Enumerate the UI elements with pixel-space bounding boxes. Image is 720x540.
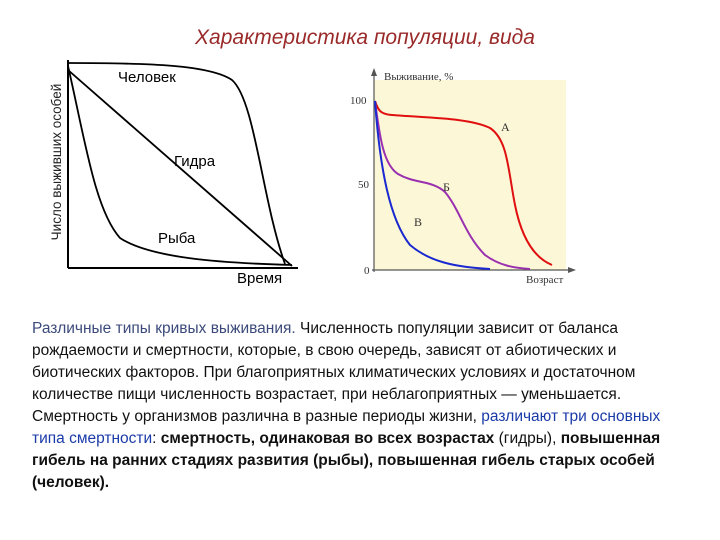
curve-label: В [414, 215, 422, 229]
text-segment: : [152, 430, 157, 447]
text-segment: повышенная гибель на ранних стадиях разв… [32, 430, 661, 491]
curve-c [374, 100, 491, 270]
curve-label: Человек [118, 69, 176, 86]
text-segment: различают три основных типа смертности [32, 408, 661, 447]
paragraph: Различные типы кривых выживания. Численн… [32, 318, 697, 494]
diagrams: Характеристика популяции, вида Число выж… [49, 26, 576, 287]
title: Характеристика популяции, вида [194, 26, 535, 49]
y-tick-label: 50 [358, 179, 370, 191]
curve-human [67, 62, 286, 265]
curve-label: Б [443, 180, 450, 194]
x-axis-label: Время [237, 270, 282, 287]
plot-area [374, 80, 566, 270]
text-segment: смертность, одинаковая во всех возрастах [160, 430, 495, 447]
text-segment: Численность популяции зависит от баланса… [32, 320, 636, 425]
curve-label: А [501, 120, 510, 134]
text-segment: Различные типы кривых выживания. [32, 320, 296, 337]
curve-label: Гидра [174, 153, 216, 170]
text-segment: (гидры), [498, 430, 557, 447]
curve-fish [67, 65, 293, 266]
y-tick-label: 0 [364, 265, 370, 277]
curve-a [374, 100, 553, 266]
y-axis-label: Выживание, % [384, 71, 453, 83]
arrow [371, 68, 377, 76]
x-axis-label: Возраст [526, 274, 563, 286]
y-axis-label: Число выживших особей [49, 84, 64, 241]
curve-label: Рыба [158, 230, 196, 247]
y-tick-label: 100 [350, 95, 367, 107]
curve-hydra [67, 69, 293, 267]
arrow [568, 267, 576, 273]
curve-b [374, 100, 531, 270]
